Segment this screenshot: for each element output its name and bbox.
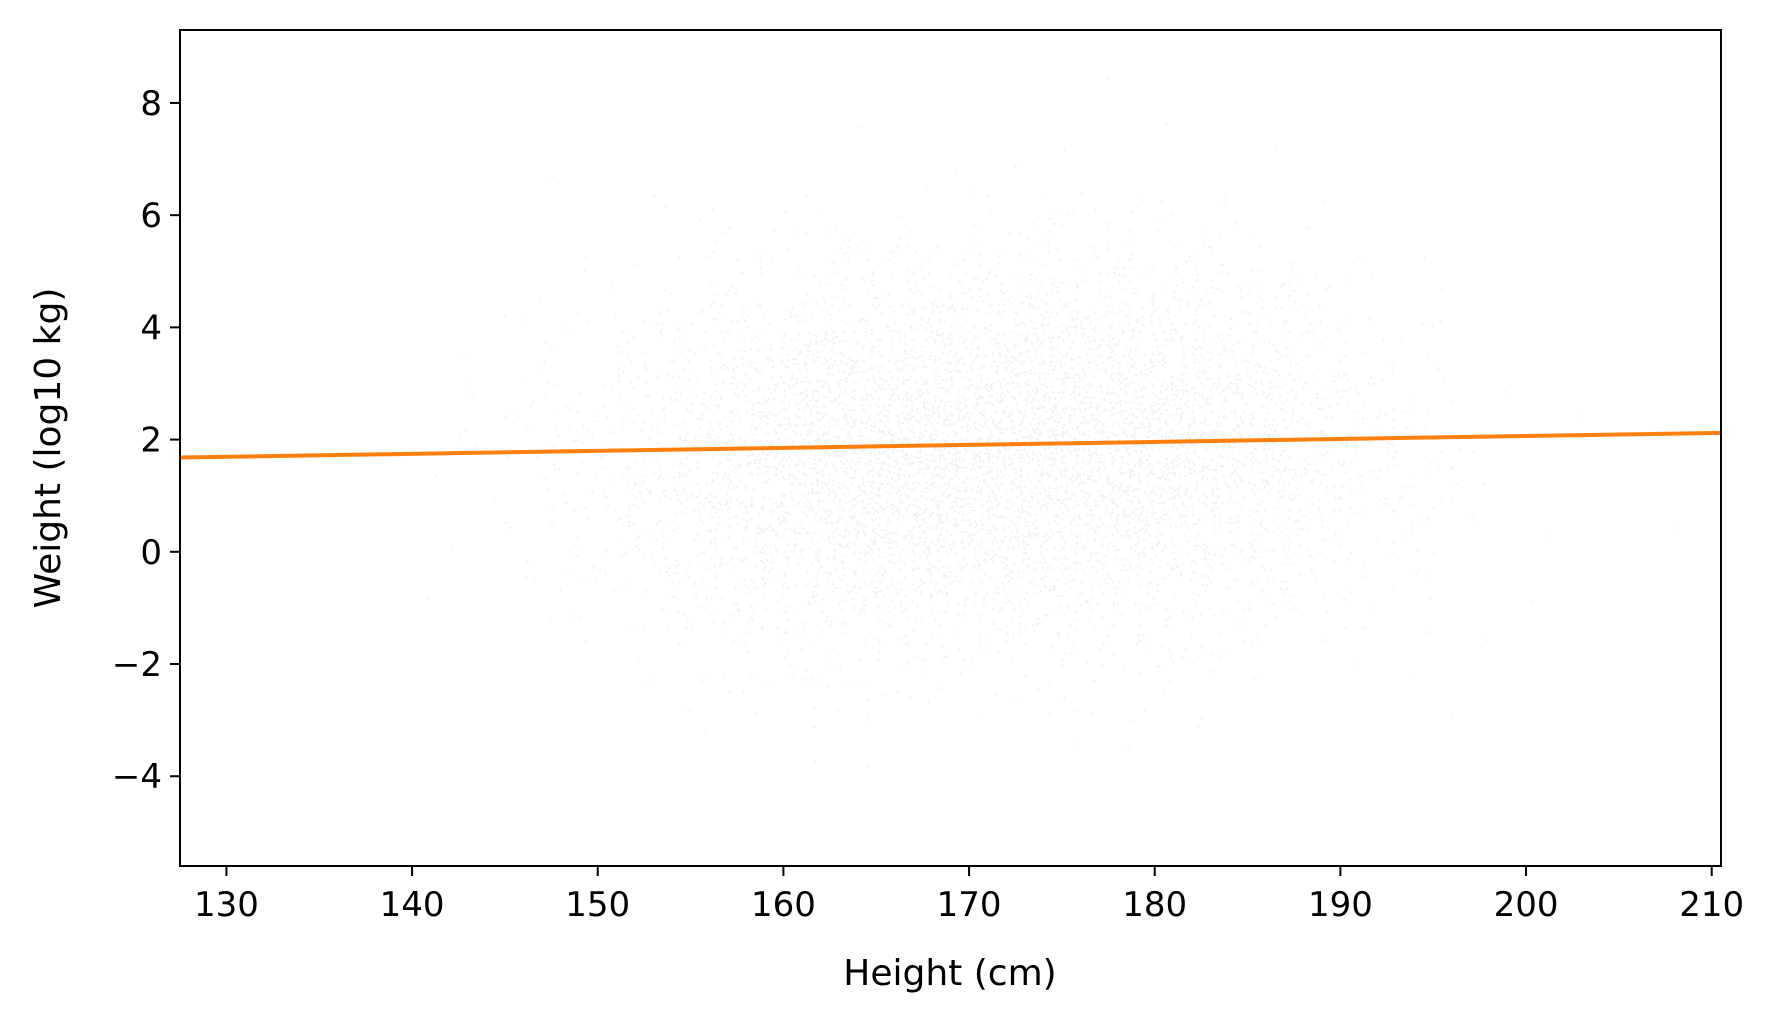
y-axis-ticks: −4 −2 0 2 4 6 8 xyxy=(112,84,180,797)
y-tick-label: 8 xyxy=(140,84,162,124)
x-tick-label: 190 xyxy=(1308,885,1373,925)
y-tick-label: 2 xyxy=(140,421,162,461)
fit-line xyxy=(180,430,1721,460)
y-tick-label: −4 xyxy=(112,757,162,797)
x-axis-label: Height (cm) xyxy=(843,953,1056,994)
x-tick-label: 200 xyxy=(1494,885,1559,925)
x-tick-label: 150 xyxy=(565,885,630,925)
y-tick-label: 4 xyxy=(140,308,162,348)
x-tick-label: 160 xyxy=(751,885,816,925)
x-tick-label: 140 xyxy=(380,885,445,925)
y-axis-label: Weight (log10 kg) xyxy=(28,288,69,609)
y-tick-label: 6 xyxy=(140,196,162,236)
y-tick-label: 0 xyxy=(140,533,162,573)
x-tick-label: 170 xyxy=(937,885,1002,925)
x-tick-label: 210 xyxy=(1679,885,1744,925)
fit-lines xyxy=(180,430,1721,460)
x-tick-label: 180 xyxy=(1122,885,1187,925)
x-tick-label: 130 xyxy=(194,885,259,925)
x-axis-ticks: 130 140 150 160 170 180 190 200 210 xyxy=(194,866,1744,925)
y-tick-label: −2 xyxy=(112,645,162,685)
plot-frame xyxy=(179,29,1722,867)
